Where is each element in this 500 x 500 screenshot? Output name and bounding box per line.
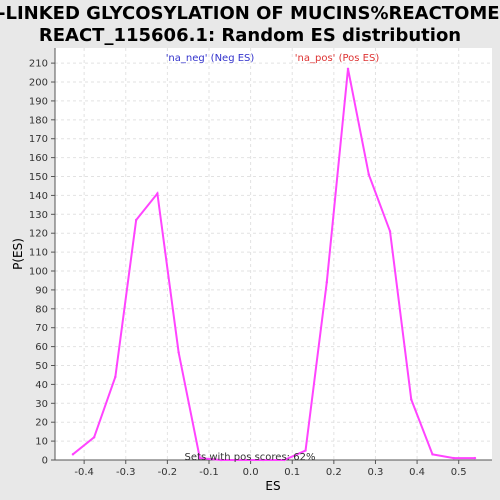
grid-lines (55, 48, 492, 461)
data-point (304, 449, 307, 452)
y-tick-label: 10 (35, 437, 48, 448)
y-tick-label: 180 (29, 115, 48, 126)
data-point (452, 456, 455, 460)
x-tick-label: 0.5 (451, 467, 467, 478)
y-tick-label: 90 (35, 285, 48, 296)
y-tick-label: 150 (29, 172, 48, 183)
y-tick-label: 0 (42, 456, 48, 467)
x-tick-label: -0.1 (199, 467, 219, 478)
y-tick-label: 130 (29, 210, 48, 221)
y-axis-label: P(ES) (11, 238, 25, 270)
y-tick-label: 170 (29, 134, 48, 145)
y-tick-label: 60 (35, 342, 48, 353)
data-point (283, 458, 286, 462)
y-tick-label: 140 (29, 191, 48, 202)
data-point (219, 458, 223, 462)
data-point (156, 192, 159, 195)
x-tick-label: 0.3 (368, 467, 384, 478)
y-tick-label: 190 (29, 96, 48, 107)
x-axis-label: ES (265, 479, 280, 493)
y-tick-label: 50 (35, 361, 48, 372)
data-point (92, 436, 96, 439)
y-tick-label: 20 (35, 418, 48, 429)
y-tick-label: 100 (29, 267, 48, 278)
data-point (134, 218, 138, 222)
y-axis-ticks: 0 10 20 30 40 50 60 70 80 90 100 110 120 130 140 150 160… (29, 59, 55, 467)
data-point (388, 230, 392, 233)
data-point (71, 453, 75, 456)
x-tick-label: -0.4 (74, 467, 94, 478)
x-tick-label: -0.2 (158, 467, 178, 478)
x-tick-label: 0.2 (326, 467, 342, 478)
legend-pos: 'na_pos' (Pos ES) (295, 53, 380, 64)
data-point (431, 453, 434, 456)
data-point (261, 458, 265, 462)
y-tick-label: 30 (35, 399, 48, 410)
chart-title-line-1: O-LINKED GLYCOSYLATION OF MUCINS%REACTOM… (0, 3, 500, 24)
y-tick-label: 200 (29, 78, 48, 89)
data-point (410, 398, 413, 401)
data-point (346, 67, 350, 70)
data-points (71, 67, 477, 462)
pos-scores-annotation: Sets with pos scores: 62% (185, 452, 316, 463)
y-tick-label: 160 (29, 153, 48, 164)
data-point (325, 281, 328, 284)
x-tick-label: -0.3 (116, 467, 136, 478)
data-point (198, 456, 202, 460)
data-point (473, 456, 477, 460)
x-tick-label: 0.1 (284, 467, 300, 478)
x-tick-label: 0.0 (243, 467, 259, 478)
data-point (177, 351, 180, 354)
legend-neg: 'na_neg' (Neg ES) (166, 53, 255, 64)
data-point (367, 173, 371, 176)
data-point (114, 375, 117, 379)
y-tick-label: 120 (29, 229, 48, 240)
x-tick-label: 0.4 (409, 467, 425, 478)
y-tick-label: 40 (35, 380, 48, 391)
plot-area (55, 48, 492, 460)
chart-title-line-2: REACT_115606.1: Random ES distribution (39, 25, 461, 46)
y-tick-label: 80 (35, 304, 48, 315)
x-axis-ticks: -0.4 -0.3 -0.2 -0.1 0.0 0.1 0.2 0.3 0.4 0.5 (74, 460, 467, 478)
y-tick-label: 210 (29, 59, 48, 70)
y-tick-label: 110 (29, 248, 48, 259)
y-tick-label: 70 (35, 323, 48, 334)
